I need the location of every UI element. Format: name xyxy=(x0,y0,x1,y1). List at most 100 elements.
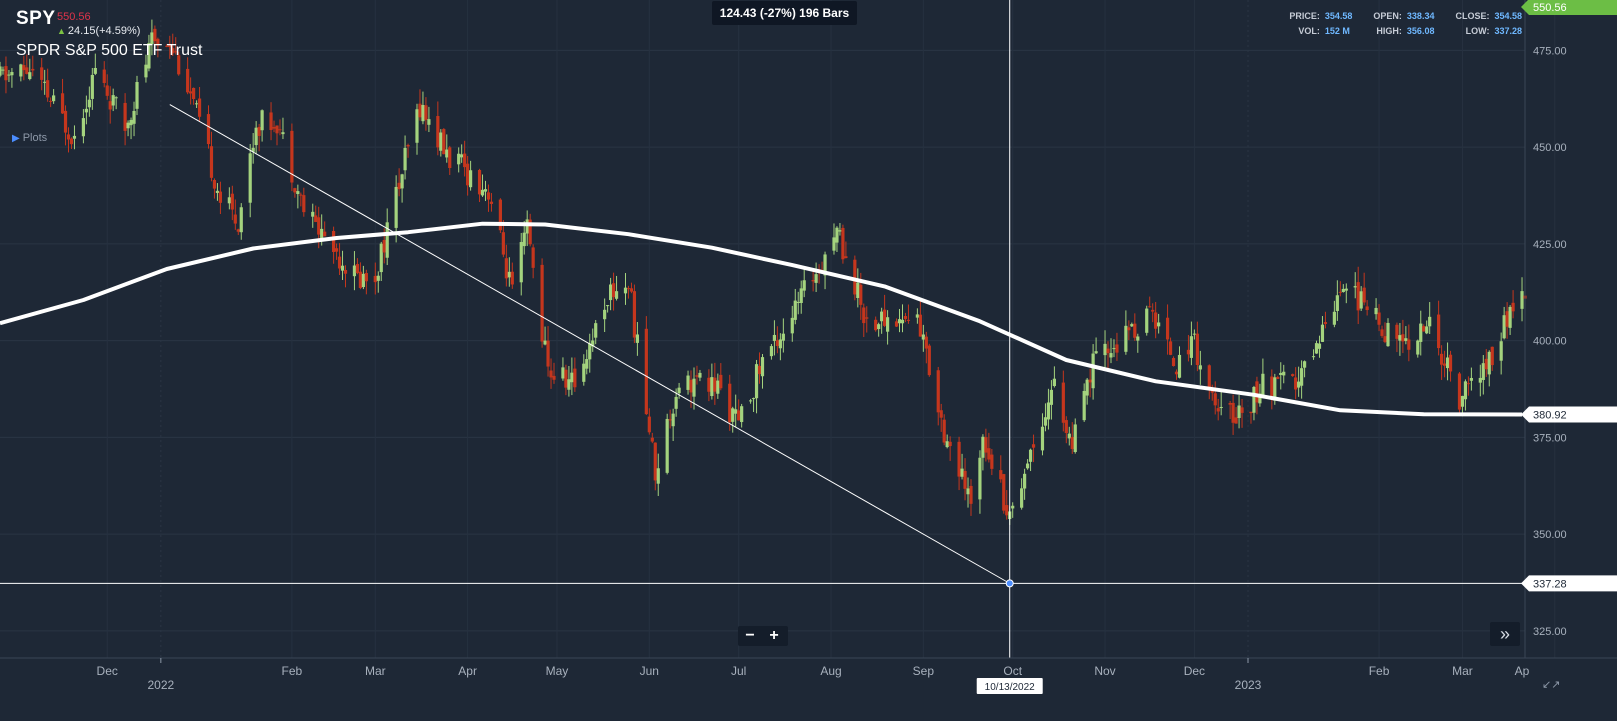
candle[interactable] xyxy=(906,304,911,324)
candle[interactable] xyxy=(1085,377,1089,405)
candle[interactable] xyxy=(43,69,47,95)
candle[interactable] xyxy=(60,78,65,114)
candle[interactable] xyxy=(1198,350,1202,385)
candle[interactable] xyxy=(1261,358,1265,399)
candle[interactable] xyxy=(1484,348,1488,377)
candle[interactable] xyxy=(1115,332,1119,361)
moving-average-line[interactable] xyxy=(0,221,1523,417)
trendline[interactable] xyxy=(169,104,1010,584)
candle[interactable] xyxy=(1112,339,1116,358)
candle[interactable] xyxy=(1386,318,1390,347)
candle[interactable] xyxy=(114,96,118,110)
candle[interactable] xyxy=(1192,329,1196,340)
candle[interactable] xyxy=(561,357,565,381)
candle[interactable] xyxy=(880,307,884,334)
candle[interactable] xyxy=(1,66,5,75)
candle[interactable] xyxy=(358,262,363,290)
candle[interactable] xyxy=(1338,281,1342,297)
candle[interactable] xyxy=(960,453,964,480)
candle[interactable] xyxy=(1064,416,1068,444)
candle[interactable] xyxy=(72,125,77,150)
candle[interactable] xyxy=(257,123,261,152)
candle[interactable] xyxy=(1154,301,1158,339)
candle[interactable] xyxy=(585,349,589,375)
candle[interactable] xyxy=(153,25,157,53)
candle[interactable] xyxy=(448,145,452,175)
candle[interactable] xyxy=(731,406,735,433)
candle[interactable] xyxy=(1297,366,1301,397)
candle[interactable] xyxy=(710,363,714,400)
candle[interactable] xyxy=(1165,304,1170,355)
candle[interactable] xyxy=(844,241,848,259)
candle[interactable] xyxy=(129,117,133,140)
candle[interactable] xyxy=(373,262,377,295)
candle[interactable] xyxy=(1174,369,1179,380)
candle[interactable] xyxy=(361,265,365,290)
candle[interactable] xyxy=(1240,398,1244,428)
candle[interactable] xyxy=(656,453,660,496)
candle[interactable] xyxy=(856,268,860,308)
candle[interactable] xyxy=(49,97,53,108)
candle[interactable] xyxy=(397,168,401,197)
candle[interactable] xyxy=(1300,360,1304,399)
candle[interactable] xyxy=(93,53,97,76)
candle[interactable] xyxy=(1302,360,1307,378)
candle[interactable] xyxy=(251,133,255,164)
candle[interactable] xyxy=(1294,367,1298,400)
candle[interactable] xyxy=(1195,321,1199,372)
candle[interactable] xyxy=(1067,426,1071,446)
candle[interactable] xyxy=(293,187,297,198)
candle[interactable] xyxy=(668,409,672,429)
candle[interactable] xyxy=(477,168,482,203)
candle[interactable] xyxy=(820,261,824,272)
candle[interactable] xyxy=(123,93,127,146)
candle[interactable] xyxy=(334,243,339,260)
candle[interactable] xyxy=(799,280,803,314)
candle[interactable] xyxy=(7,69,11,82)
candle[interactable] xyxy=(692,367,696,410)
candle[interactable] xyxy=(1428,302,1432,334)
candle[interactable] xyxy=(999,455,1003,483)
candle[interactable] xyxy=(90,67,94,110)
candle[interactable] xyxy=(63,105,68,146)
candle[interactable] xyxy=(582,354,586,386)
candle[interactable] xyxy=(519,232,523,296)
candle[interactable] xyxy=(1043,403,1048,432)
candle[interactable] xyxy=(52,89,56,104)
candle[interactable] xyxy=(644,316,648,415)
candle[interactable] xyxy=(1279,362,1283,390)
candle[interactable] xyxy=(1440,345,1444,380)
candle[interactable] xyxy=(1020,478,1024,510)
candle[interactable] xyxy=(233,199,237,230)
candle[interactable] xyxy=(927,343,931,377)
candle[interactable] xyxy=(108,86,112,124)
candle[interactable] xyxy=(924,331,928,364)
candle[interactable] xyxy=(1133,313,1137,341)
candle[interactable] xyxy=(340,250,345,280)
candle[interactable] xyxy=(1049,380,1054,420)
candle[interactable] xyxy=(757,352,762,384)
candle[interactable] xyxy=(102,61,106,88)
candle[interactable] xyxy=(442,128,446,155)
candle[interactable] xyxy=(406,143,410,158)
candle[interactable] xyxy=(981,434,985,471)
candle[interactable] xyxy=(400,173,404,203)
candle[interactable] xyxy=(31,55,35,77)
candle[interactable] xyxy=(665,413,669,475)
candle[interactable] xyxy=(671,408,675,442)
candle[interactable] xyxy=(483,180,488,202)
candle[interactable] xyxy=(22,55,26,81)
candle[interactable] xyxy=(135,75,139,116)
candle[interactable] xyxy=(1094,337,1098,355)
candle[interactable] xyxy=(817,264,821,284)
candle[interactable] xyxy=(1466,376,1471,396)
candle[interactable] xyxy=(1103,330,1107,369)
candle[interactable] xyxy=(778,333,782,361)
candle[interactable] xyxy=(1171,356,1176,367)
candle[interactable] xyxy=(1046,388,1051,430)
candle[interactable] xyxy=(716,373,720,399)
candle[interactable] xyxy=(698,369,702,382)
candle[interactable] xyxy=(531,244,535,279)
candle[interactable] xyxy=(379,241,383,281)
